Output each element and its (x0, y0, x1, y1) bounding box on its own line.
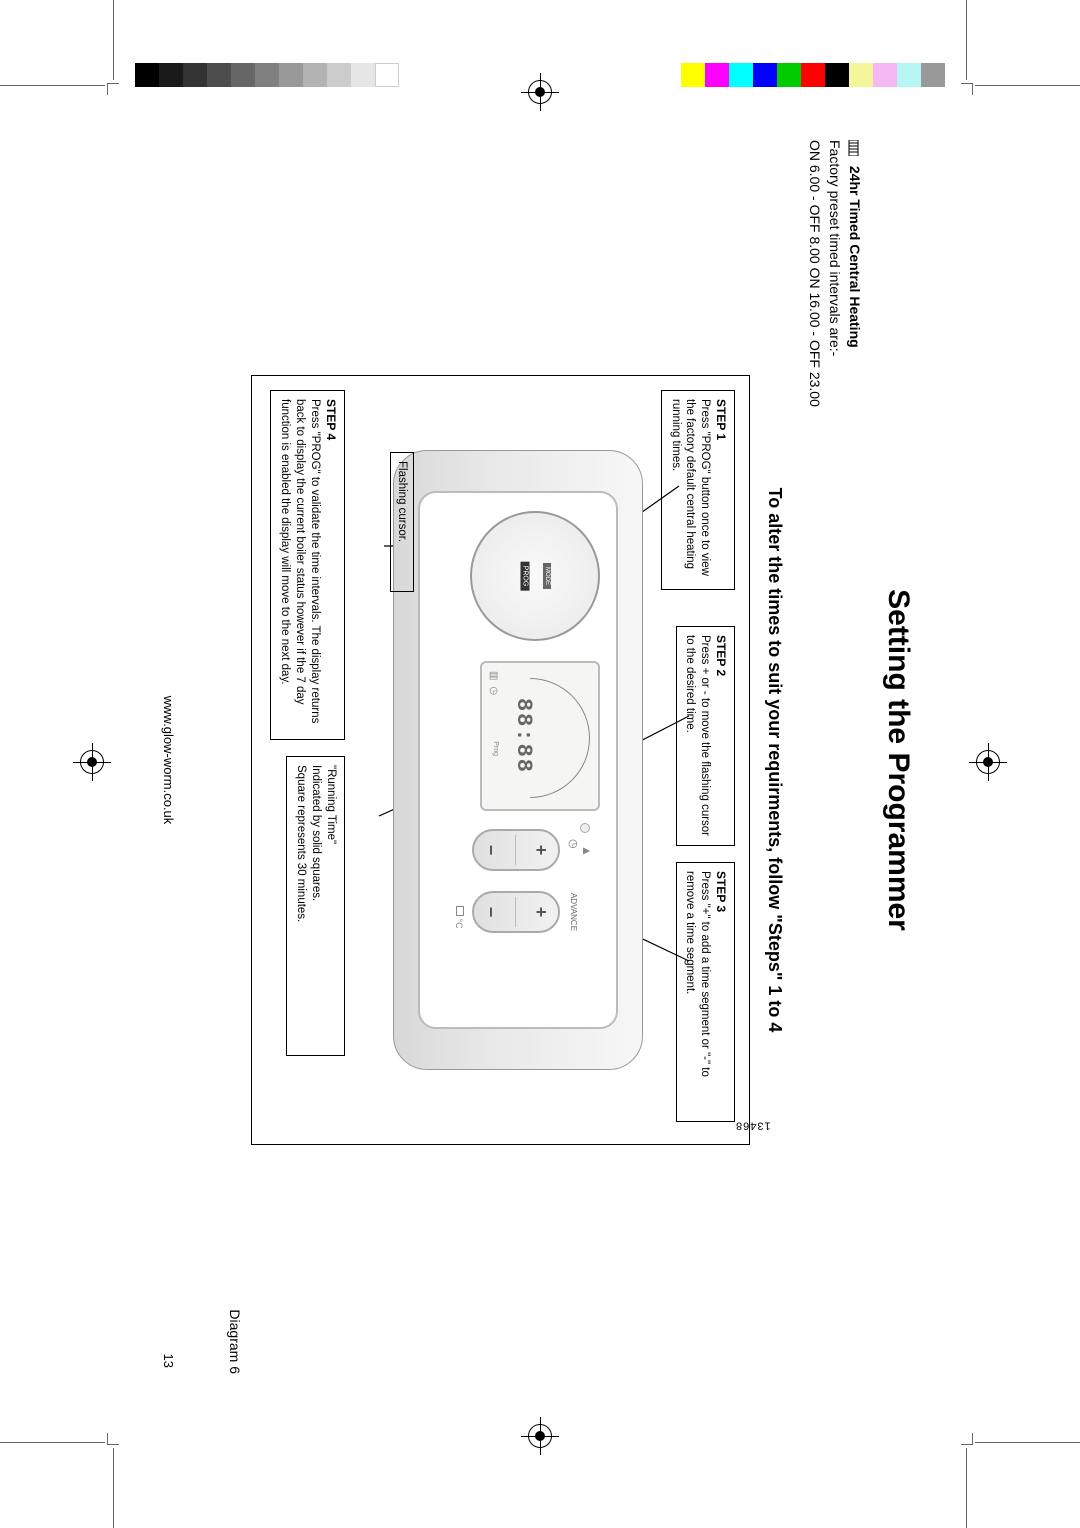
plus-button: + (530, 845, 551, 856)
crop-corner (961, 83, 973, 95)
diagram-number: 13468 (735, 1120, 771, 1132)
crop-mark (966, 0, 967, 80)
step-text: Press "+" to add a time segment or "-" t… (684, 871, 711, 1077)
crop-mark (975, 85, 1080, 86)
lcd-screen: 88:88 ▥ ◷ Prog (480, 661, 600, 811)
lcd-status-icons: ▥ ◷ Prog (488, 671, 499, 756)
registration-mark-icon (528, 80, 552, 104)
temp-unit-label: °C (454, 906, 464, 929)
dial-mode-label: MODE (543, 563, 551, 589)
flame-icon: ▲ (580, 845, 594, 857)
crop-mark (966, 1448, 967, 1528)
flashing-cursor-callout: Flashing cursor. (390, 452, 414, 592)
step-text: Press "PROG" to validate the time interv… (279, 399, 321, 723)
plus-button: + (530, 907, 551, 918)
color-calibration-bar (681, 63, 945, 87)
step-label: STEP 3 (712, 871, 728, 1113)
minus-button: − (480, 845, 501, 856)
device-illustration: MODE 88:88 ▥ ◷ Prog ▲ ◷ ADVANCE (393, 440, 643, 1080)
prog-indicator: Prog (488, 741, 499, 756)
device-body: MODE 88:88 ▥ ◷ Prog ▲ ◷ ADVANCE (393, 450, 643, 1070)
registration-mark-icon (80, 750, 104, 774)
step-label: STEP 1 (712, 399, 728, 581)
instructions-subtitle: To alter the times to suit your requirme… (764, 140, 785, 1380)
crop-corner (107, 83, 119, 95)
greyscale-calibration-bar (135, 63, 399, 87)
step-text: Press "PROG" button once to view the fac… (670, 399, 712, 576)
clock-icon: ◷ (488, 686, 499, 695)
step-3-box: STEP 3 Press "+" to add a time segment o… (676, 862, 735, 1122)
preset-label: Factory preset timed intervals are:- (827, 140, 843, 1380)
crop-mark (113, 1448, 114, 1528)
temp-adjust-buttons: + − (472, 891, 560, 933)
preset-times: ON 6.00 - OFF 8.00 ON 16.00 - OFF 23.00 (807, 140, 823, 1380)
radiator-icon (848, 140, 860, 156)
radiator-icon: ▥ (488, 671, 499, 680)
running-time-line2: Indicated by solid squares. (310, 765, 322, 901)
crop-mark (0, 85, 105, 86)
minus-button: − (480, 907, 501, 918)
diagram-frame: 13468 STEP 1 Press "PROG" button once to… (251, 375, 750, 1145)
section-heading-text: 24hr Timed Central Heating (847, 166, 863, 348)
registration-mark-icon (528, 1424, 552, 1448)
page-number: 13 (161, 1354, 176, 1368)
step-2-box: STEP 2 Press + or - to move the flashing… (676, 626, 735, 846)
crop-mark (0, 1442, 105, 1443)
advance-label: ADVANCE (569, 891, 578, 933)
step-text: Press + or - to move the flashing cursor… (684, 635, 711, 836)
registration-mark-icon (976, 750, 1000, 774)
footer-url: www.glow-worm.co.uk (161, 140, 176, 1380)
step-label: STEP 4 (322, 399, 338, 731)
lcd-digits: 88:88 (511, 663, 536, 809)
mode-dial: MODE (470, 511, 600, 641)
running-time-box: "Running Time" Indicated by solid square… (286, 756, 345, 1056)
clock-icon: ◷ (567, 839, 580, 849)
crop-corner (107, 1433, 119, 1445)
section-heading: 24hr Timed Central Heating (847, 140, 863, 1380)
crop-mark (113, 0, 114, 80)
step-1-box: STEP 1 Press "PROG" button once to view … (661, 390, 735, 590)
page-content: Setting the Programmer 24hr Timed Centra… (155, 140, 925, 1380)
step-label: STEP 2 (712, 635, 728, 837)
step-4-box: STEP 4 Press "PROG" to validate the time… (270, 390, 344, 740)
crop-corner (961, 1433, 973, 1445)
lcd-time-arc (530, 678, 590, 798)
status-led (580, 823, 590, 833)
page-title: Setting the Programmer (881, 140, 915, 1380)
diagram-caption: Diagram 6 (227, 140, 243, 1380)
crop-mark (975, 1442, 1080, 1443)
running-time-title: "Running Time" (325, 765, 337, 844)
time-adjust-buttons: + − (472, 829, 560, 871)
running-time-line3: Square represents 30 minutes. (295, 765, 307, 922)
